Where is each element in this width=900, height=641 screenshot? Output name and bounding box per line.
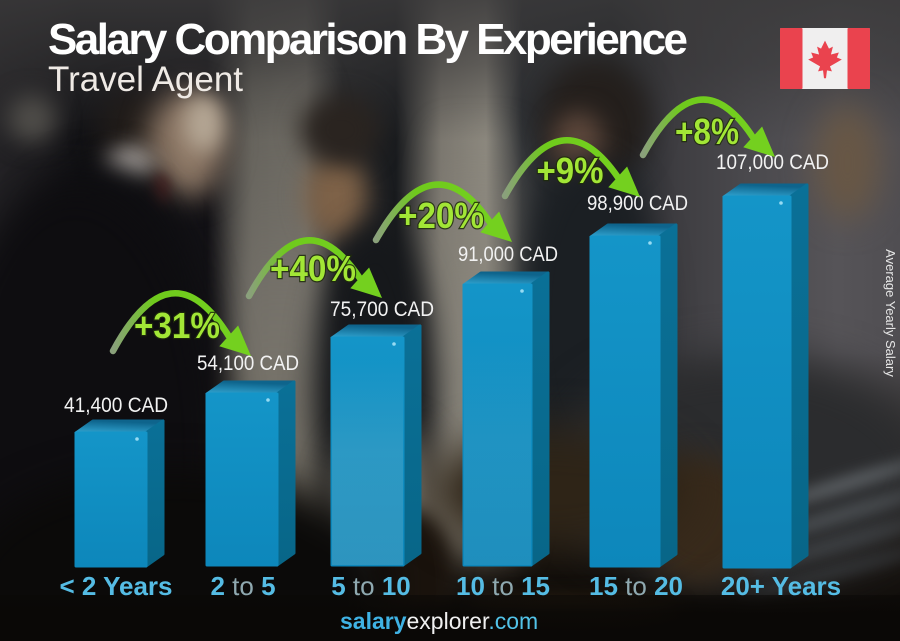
svg-text:+31%: +31% [134,305,220,346]
svg-text:+8%: +8% [675,111,739,152]
svg-text:20+ Years: 20+ Years [721,571,841,601]
svg-text:91,000 CAD: 91,000 CAD [458,243,558,266]
svg-text:< 2 Years: < 2 Years [59,571,172,601]
svg-text:+9%: +9% [537,150,604,191]
svg-text:+40%: +40% [270,248,356,289]
svg-text:10 to 15: 10 to 15 [456,571,550,601]
svg-text:54,100 CAD: 54,100 CAD [197,352,299,375]
svg-text:15 to 20: 15 to 20 [589,571,683,601]
svg-text:41,400 CAD: 41,400 CAD [64,394,168,417]
svg-text:107,000 CAD: 107,000 CAD [716,151,829,174]
svg-text:Travel Agent: Travel Agent [48,60,243,99]
svg-text:5 to 10: 5 to 10 [331,571,411,601]
svg-text:2 to 5: 2 to 5 [210,571,275,601]
svg-text:+20%: +20% [398,195,484,236]
svg-text:Average Yearly Salary: Average Yearly Salary [883,249,898,377]
svg-text:75,700 CAD: 75,700 CAD [330,298,434,321]
svg-text:Salary Comparison By Experienc: Salary Comparison By Experience [48,15,688,64]
svg-text:98,900 CAD: 98,900 CAD [587,192,688,215]
svg-text:salaryexplorer.com: salaryexplorer.com [340,608,538,634]
